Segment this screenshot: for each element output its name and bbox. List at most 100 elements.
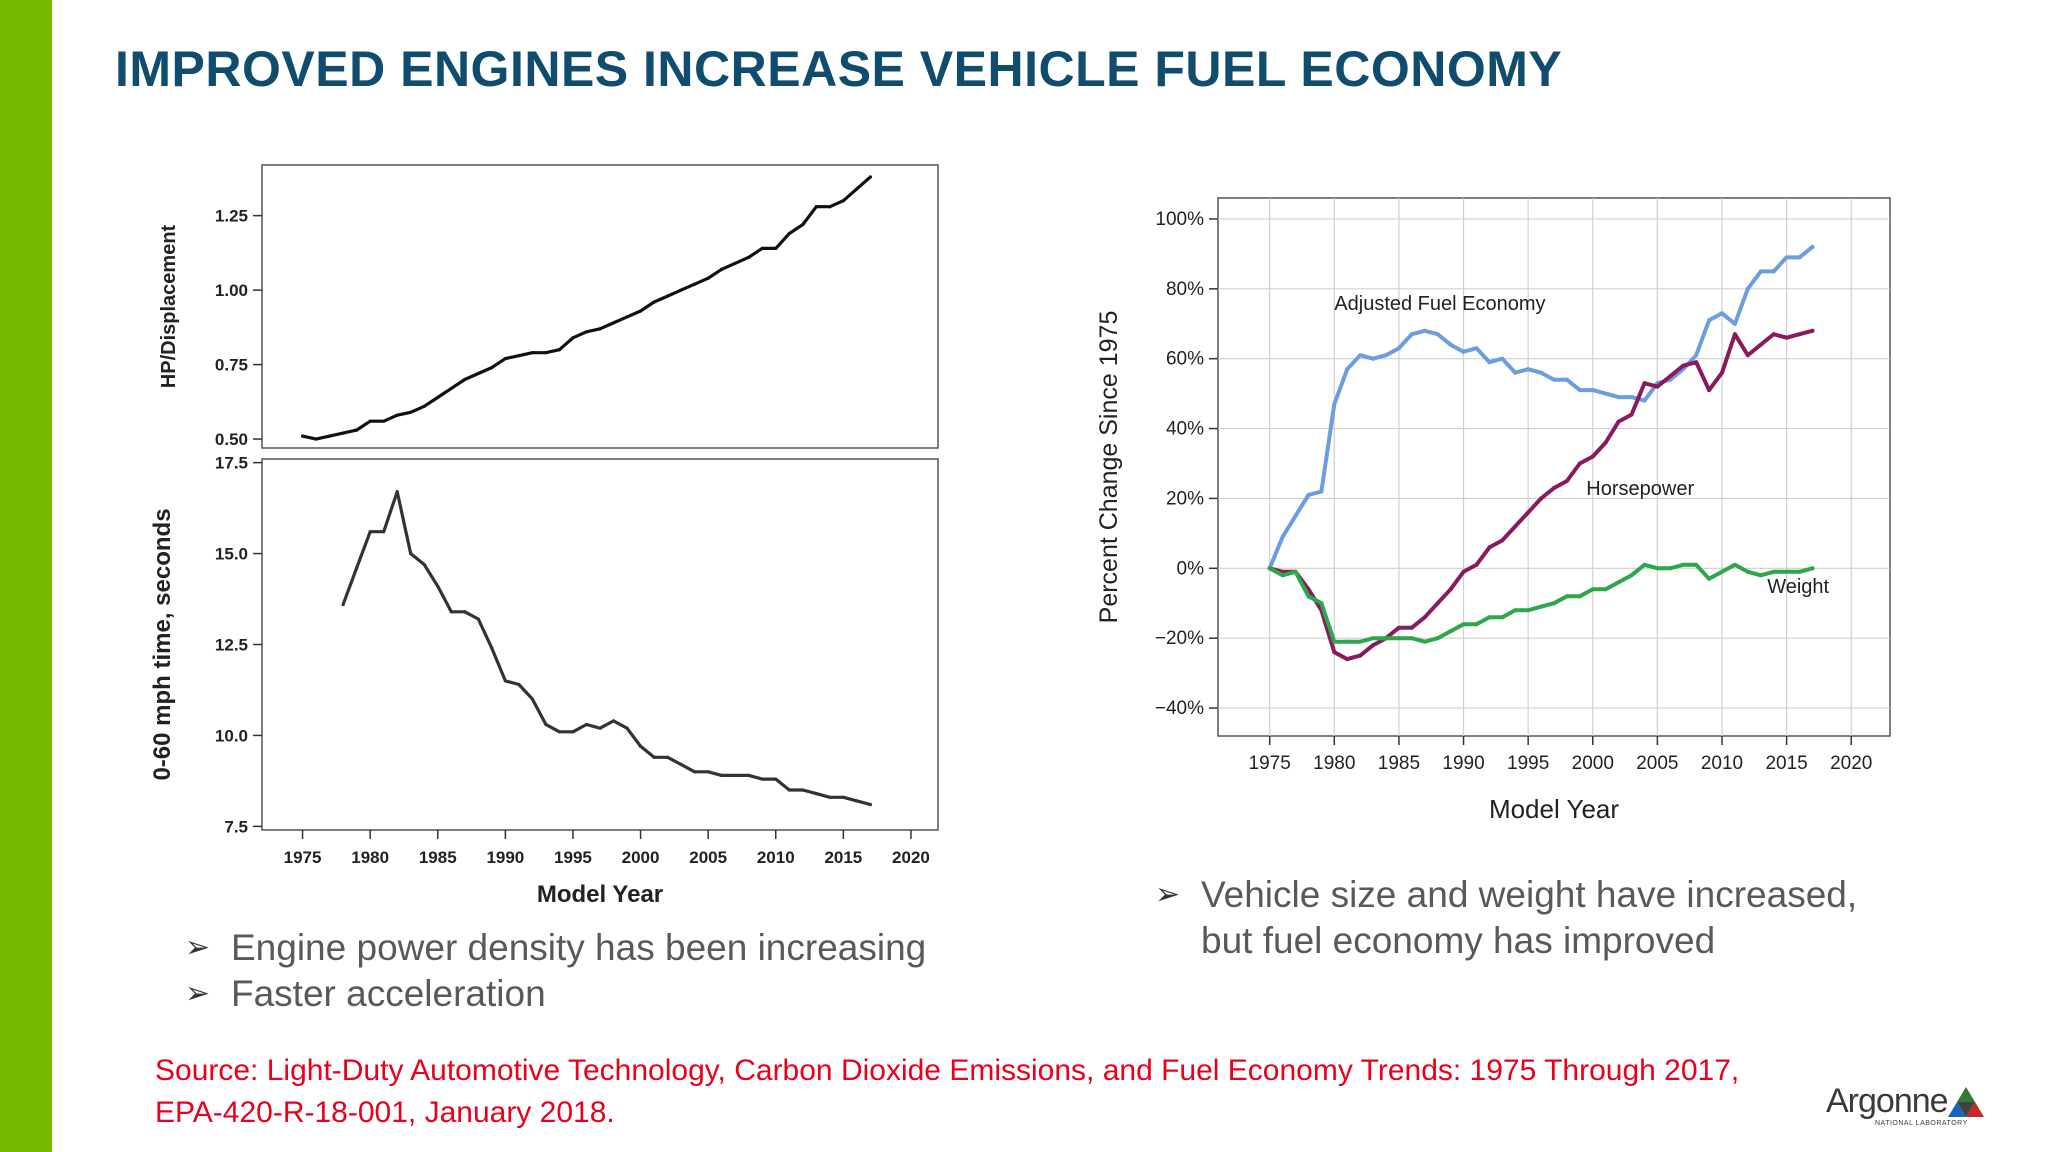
- x-axis-label: Model Year: [1489, 794, 1619, 824]
- data-point: [1694, 562, 1699, 567]
- data-point: [1681, 562, 1686, 567]
- data-point: [733, 773, 737, 778]
- data-point: [314, 437, 318, 441]
- data-point: [1616, 395, 1621, 400]
- data-point: [1732, 562, 1737, 567]
- data-point: [1577, 388, 1582, 393]
- data-point: [1526, 367, 1531, 372]
- series-annotation: Weight: [1767, 576, 1829, 598]
- slide-title: IMPROVED ENGINES INCREASE VEHICLE FUEL E…: [115, 41, 1563, 97]
- data-point: [449, 610, 453, 614]
- data-point: [1280, 573, 1285, 578]
- data-point: [1526, 608, 1531, 613]
- data-point: [1629, 573, 1634, 578]
- data-point: [1590, 587, 1595, 592]
- x-tick-label: 2010: [757, 848, 795, 867]
- data-point: [476, 371, 480, 376]
- data-point: [1745, 569, 1750, 574]
- x-tick-label: 2000: [1572, 753, 1614, 774]
- data-point: [1539, 604, 1544, 609]
- data-point: [1448, 342, 1453, 347]
- data-point: [1629, 412, 1634, 417]
- data-point: [760, 246, 764, 251]
- data-point: [1358, 653, 1363, 658]
- data-point: [611, 719, 616, 723]
- data-point: [693, 770, 697, 774]
- data-point: [1797, 569, 1802, 574]
- data-point: [1513, 524, 1518, 529]
- x-tick-label: 2015: [824, 848, 862, 867]
- data-point: [611, 321, 616, 325]
- data-point: [1409, 625, 1414, 630]
- x-tick-label: 1975: [1249, 753, 1291, 774]
- data-point: [760, 777, 764, 781]
- y-tick-label: 60%: [1166, 349, 1204, 370]
- arrow-bullet-icon: ➢: [1155, 878, 1181, 911]
- data-point: [544, 351, 548, 355]
- series-line-0: [341, 490, 873, 807]
- data-point: [382, 530, 386, 534]
- arrow-bullet-icon: ➢: [185, 977, 211, 1010]
- data-point: [720, 773, 724, 778]
- data-point: [1707, 576, 1712, 581]
- data-point: [1771, 269, 1776, 274]
- data-point: [1552, 485, 1556, 490]
- data-point: [1603, 587, 1608, 592]
- data-point: [463, 610, 467, 614]
- data-point: [517, 682, 521, 687]
- data-point: [1784, 569, 1789, 574]
- left-bullets: ➢ Engine power density has been increasi…: [185, 925, 1005, 1017]
- source-citation: Source: Light-Duty Automotive Technology…: [155, 1054, 1740, 1129]
- data-point: [395, 413, 399, 417]
- data-point: [1319, 601, 1324, 606]
- bullet-item: ➢ Faster acceleration: [185, 971, 1005, 1017]
- data-point: [409, 551, 413, 556]
- data-point: [1642, 562, 1647, 567]
- data-point: [1745, 286, 1750, 291]
- data-point: [422, 404, 426, 408]
- data-point: [868, 175, 873, 179]
- data-point: [1577, 461, 1582, 466]
- data-point: [1552, 601, 1556, 606]
- data-point: [652, 300, 656, 304]
- data-point: [490, 646, 494, 650]
- data-point: [517, 354, 521, 358]
- data-point: [1396, 625, 1401, 630]
- data-point: [1487, 360, 1492, 365]
- data-point: [1448, 587, 1453, 592]
- data-point: [652, 755, 656, 759]
- data-point: [1810, 244, 1815, 249]
- series-annotation: Adjusted Fuel Economy: [1334, 293, 1545, 315]
- x-tick-label: 1995: [554, 848, 592, 867]
- data-point: [341, 602, 345, 607]
- data-point: [828, 205, 832, 209]
- data-point: [1732, 321, 1737, 326]
- data-point: [1616, 580, 1621, 585]
- data-point: [841, 199, 845, 203]
- x-axis-label: Model Year: [537, 881, 663, 908]
- data-point: [1732, 332, 1737, 337]
- y-tick-label: −20%: [1155, 628, 1204, 649]
- data-point: [1603, 391, 1608, 396]
- data-point: [1603, 440, 1608, 445]
- data-point: [1590, 388, 1595, 393]
- data-point: [544, 722, 548, 727]
- data-point: [598, 327, 602, 331]
- x-tick-label: 1985: [419, 848, 457, 867]
- logo-subtitle: NATIONAL LABORATORY: [1875, 1120, 1968, 1127]
- data-point: [1461, 622, 1466, 627]
- data-point: [1564, 478, 1569, 483]
- data-point: [855, 187, 859, 191]
- percent-change-chart: −40% −20% 0% 20% 40% 60% 80% 100% 1975 1980 1985 19…: [1095, 197, 1891, 824]
- y-axis-label: HP/Displacement: [158, 224, 180, 388]
- data-point: [1371, 636, 1376, 641]
- accent-bar: [0, 0, 52, 1152]
- data-point: [1345, 639, 1350, 644]
- data-point: [1616, 419, 1621, 424]
- data-point: [1707, 388, 1712, 393]
- data-point: [368, 530, 372, 534]
- data-point: [395, 490, 399, 494]
- data-point: [1371, 643, 1376, 648]
- data-point: [355, 566, 359, 570]
- y-tick-label: 10.0: [215, 726, 248, 745]
